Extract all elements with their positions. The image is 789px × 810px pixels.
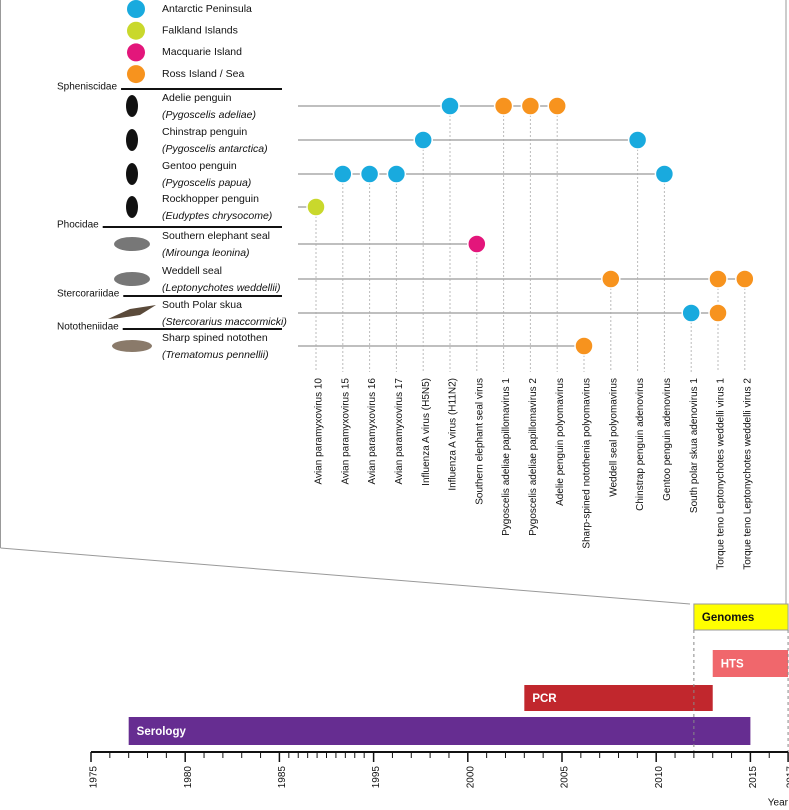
legend-label: Falkland Islands (162, 24, 238, 36)
species-scientific: (Stercorarius maccormicki) (162, 316, 287, 328)
family-label: Stercorariidae (57, 289, 120, 300)
species-scientific: (Pygoscelis papua) (162, 177, 251, 189)
species-common: Adelie penguin (162, 92, 232, 104)
detection-dot (654, 164, 675, 184)
legend-swatch (127, 21, 145, 40)
x-tick-label: 2005 (560, 766, 571, 789)
detection-dot (627, 130, 648, 150)
silhouette (126, 163, 138, 185)
detection-dot (547, 96, 567, 116)
legend-swatch (127, 65, 145, 84)
virus-label: Avian paramyxovirus 10 (314, 378, 325, 485)
virus-label: Sharp-spined notothenia polyomavirus (582, 378, 593, 549)
virus-label: Influenza A virus (H5N5) (421, 378, 432, 486)
silhouette (114, 237, 150, 251)
detection-dot (440, 96, 460, 116)
species-common: Weddell seal (162, 265, 222, 277)
legend-label: Macquarie Island (162, 46, 242, 58)
silhouette (114, 272, 150, 286)
virus-label: Adelie penguin polyomavirus (555, 378, 566, 506)
virus-label: Avian paramyxovirus 16 (367, 378, 378, 485)
x-tick-label: 2010 (654, 766, 665, 789)
method-label: HTS (721, 659, 744, 671)
x-tick-label: 1995 (371, 766, 382, 789)
legend-label: Ross Island / Sea (162, 68, 244, 80)
family-label: Spheniscidae (57, 82, 117, 93)
family-label: Nototheniidae (57, 322, 119, 333)
virus-label: South polar skua adenovirus 1 (689, 378, 700, 514)
axis-title: Year (768, 798, 789, 809)
method-bar (128, 717, 751, 745)
species-scientific: (Eudyptes chrysocome) (162, 210, 272, 222)
virus-label: Gentoo penguin adenovirus (662, 378, 673, 501)
virus-label: Influenza A virus (H11N2) (448, 378, 459, 491)
detection-dot (735, 269, 755, 289)
method-bar (693, 603, 789, 631)
method-bar (524, 685, 713, 711)
species-scientific: (Trematomus pennellii) (162, 349, 269, 361)
legend-swatch (127, 0, 145, 18)
virus-label: Torque teno Leptonychotes weddelli virus… (716, 378, 727, 570)
legend-swatch (127, 43, 145, 62)
virus-label: Torque teno Leptonychotes weddelli virus… (742, 378, 753, 570)
virus-label: Weddell seal polyomavirus (608, 378, 619, 497)
x-tick-label: 1975 (89, 766, 100, 789)
x-tick-label: 2017 (786, 766, 789, 789)
method-bar (712, 650, 789, 677)
legend-label: Antarctic Peninsula (162, 3, 252, 15)
species-common: Rockhopper penguin (162, 193, 259, 205)
method-label: Genomes (702, 612, 754, 624)
species-common: Southern elephant seal (162, 230, 270, 242)
detection-dot (493, 96, 514, 116)
x-tick-label: 1985 (277, 766, 288, 789)
species-common: Chinstrap penguin (162, 126, 247, 138)
virus-label: Pygoscelis adeliae papillomavirus 1 (501, 378, 512, 536)
silhouette (126, 129, 138, 151)
detection-dot (708, 269, 728, 289)
x-tick-label: 2000 (465, 766, 476, 789)
frame-line (0, 547, 691, 605)
species-scientific: (Pygoscelis antarctica) (162, 143, 268, 155)
silhouette (112, 340, 152, 352)
x-tick-label: 1980 (183, 766, 194, 789)
detection-dot (359, 164, 380, 184)
detection-dot (413, 130, 433, 150)
species-scientific: (Leptonychotes weddellii) (162, 282, 280, 294)
species-common: Sharp spined notothen (162, 332, 268, 344)
virus-label: Avian paramyxovirus 17 (394, 378, 405, 485)
detection-dot (708, 303, 728, 323)
x-tick-label: 2015 (748, 766, 759, 789)
species-scientific: (Pygoscelis adeliae) (162, 109, 256, 121)
detection-dot (333, 164, 353, 184)
detection-dot (681, 303, 701, 323)
species-common: South Polar skua (162, 299, 242, 311)
detection-dot (386, 164, 407, 184)
detection-dot (601, 269, 621, 289)
species-common: Gentoo penguin (162, 160, 237, 172)
method-label: PCR (532, 693, 557, 705)
detection-dot (306, 197, 326, 217)
virus-label: Southern elephant seal virus (474, 378, 485, 505)
species-scientific: (Mirounga leonina) (162, 247, 250, 259)
detection-dot (574, 336, 594, 356)
silhouette (108, 305, 156, 319)
method-label: Serology (137, 726, 187, 738)
family-label: Phocidae (57, 220, 99, 231)
virus-label: Avian paramyxovirus 15 (340, 378, 351, 485)
virus-label: Chinstrap penguin adenovirus (635, 378, 646, 511)
detection-dot (467, 234, 487, 254)
virus-label: Pygoscelis adeliae papillomavirus 2 (528, 378, 539, 536)
silhouette (126, 196, 138, 218)
detection-dot (520, 96, 541, 116)
silhouette (126, 95, 138, 117)
